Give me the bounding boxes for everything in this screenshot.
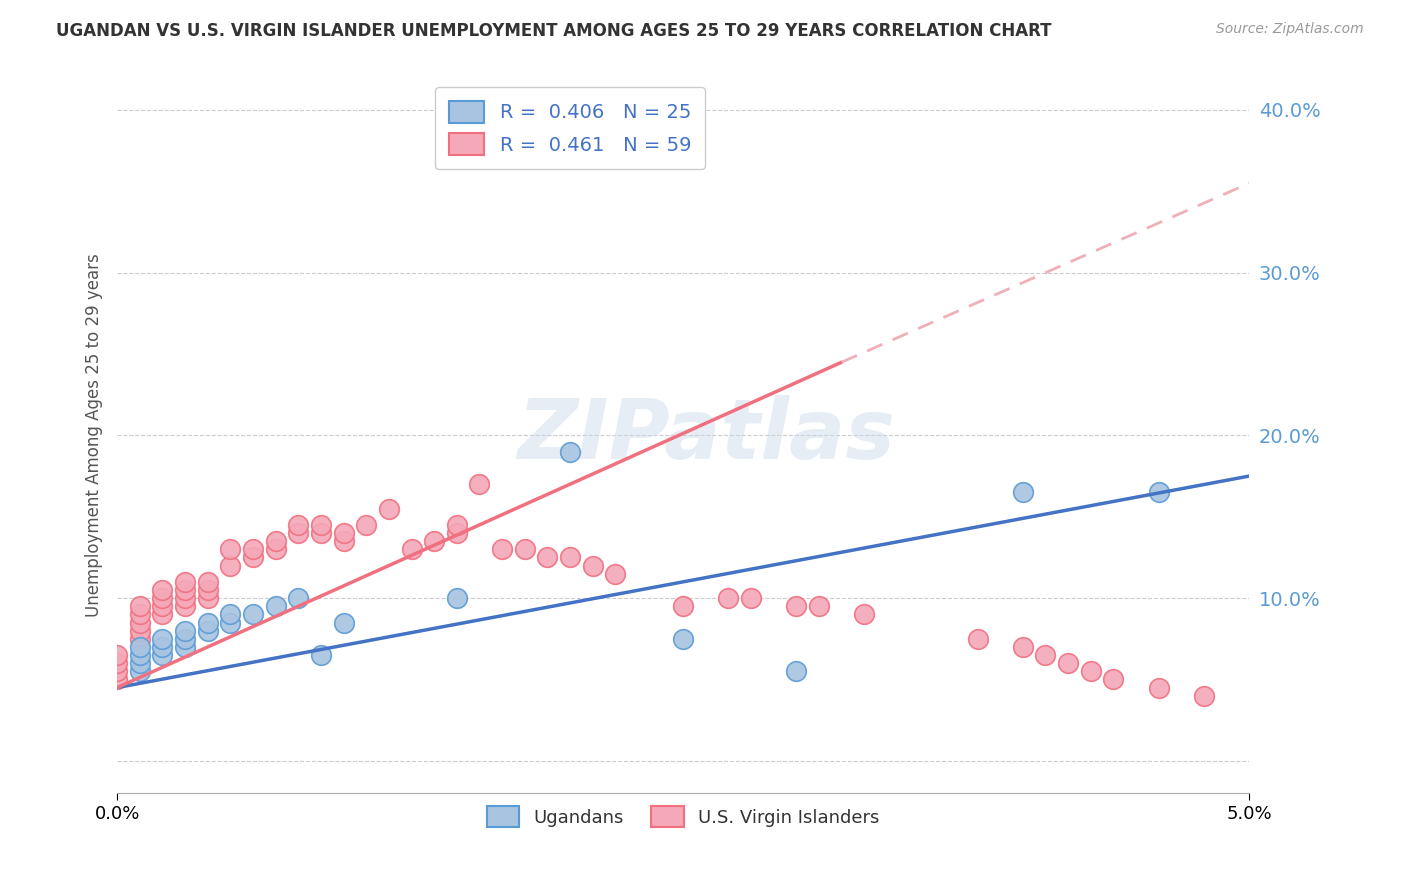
Point [1011,640,1033,654]
Legend: Ugandans, U.S. Virgin Islanders: Ugandans, U.S. Virgin Islanders [479,799,887,834]
Point [197,582,219,597]
Point [128,607,150,622]
Point [174,582,197,597]
Point [174,599,197,614]
Point [1057,656,1080,670]
Point [446,526,468,541]
Point [1147,485,1170,500]
Point [332,534,354,549]
Point [332,526,354,541]
Point [128,599,150,614]
Point [174,632,197,646]
Y-axis label: Unemployment Among Ages 25 to 29 years: Unemployment Among Ages 25 to 29 years [86,253,103,617]
Point [287,591,309,606]
Point [174,591,197,606]
Point [672,599,695,614]
Point [197,574,219,589]
Point [152,648,174,662]
Point [785,599,807,614]
Point [197,591,219,606]
Point [128,648,150,662]
Point [717,591,740,606]
Text: ZIPatlas: ZIPatlas [517,395,894,476]
Point [491,542,513,557]
Point [264,534,287,549]
Point [128,615,150,630]
Point [966,632,988,646]
Point [1102,673,1125,687]
Point [287,526,309,541]
Point [264,599,287,614]
Point [174,624,197,638]
Point [128,665,150,679]
Point [446,591,468,606]
Point [152,599,174,614]
Point [740,591,762,606]
Point [354,517,377,532]
Point [197,624,219,638]
Point [309,526,332,541]
Point [468,477,491,491]
Point [785,665,807,679]
Point [1011,485,1033,500]
Point [128,656,150,670]
Point [152,632,174,646]
Point [219,558,242,573]
Point [242,542,264,557]
Point [1080,665,1102,679]
Point [264,542,287,557]
Point [446,517,468,532]
Point [219,615,242,630]
Point [197,615,219,630]
Point [105,673,128,687]
Point [152,640,174,654]
Point [558,550,581,565]
Point [605,566,627,581]
Point [105,648,128,662]
Point [672,632,695,646]
Point [128,632,150,646]
Point [174,574,197,589]
Point [128,640,150,654]
Point [1192,689,1215,703]
Point [332,615,354,630]
Point [152,591,174,606]
Text: Source: ZipAtlas.com: Source: ZipAtlas.com [1216,22,1364,37]
Text: UGANDAN VS U.S. VIRGIN ISLANDER UNEMPLOYMENT AMONG AGES 25 TO 29 YEARS CORRELATI: UGANDAN VS U.S. VIRGIN ISLANDER UNEMPLOY… [56,22,1052,40]
Point [1035,648,1057,662]
Point [808,599,831,614]
Point [401,542,423,557]
Point [128,624,150,638]
Point [152,607,174,622]
Point [219,607,242,622]
Point [287,517,309,532]
Point [853,607,876,622]
Point [105,665,128,679]
Point [582,558,605,573]
Point [378,501,401,516]
Point [558,444,581,458]
Point [309,517,332,532]
Point [174,640,197,654]
Point [219,542,242,557]
Point [536,550,558,565]
Point [309,648,332,662]
Point [1147,681,1170,695]
Point [513,542,536,557]
Point [242,607,264,622]
Point [105,656,128,670]
Point [152,582,174,597]
Point [242,550,264,565]
Point [423,534,446,549]
